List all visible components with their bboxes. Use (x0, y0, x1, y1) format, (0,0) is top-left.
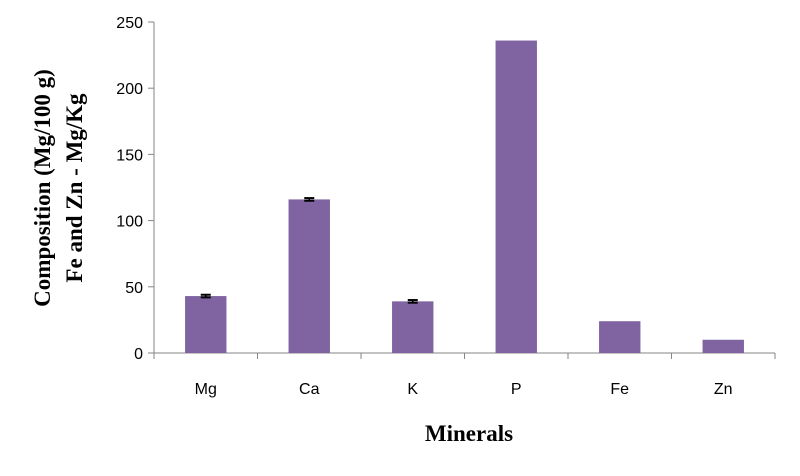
y-axis-title-line-1: Composition (Mg/100 g) (30, 69, 55, 307)
bar-k (392, 301, 434, 353)
y-tick-label: 50 (125, 280, 143, 297)
y-tick-label: 0 (134, 346, 143, 363)
y-axis-title-line-2: Fe and Zn - Mg/Kg (62, 93, 87, 283)
x-tick-label: Zn (714, 381, 733, 398)
bar-zn (702, 339, 744, 353)
x-tick-label: Fe (610, 381, 629, 398)
bar-p (495, 40, 537, 353)
y-ticks: 0 50 100 150 200 250 (116, 15, 154, 363)
y-tick-label: 200 (116, 81, 143, 98)
bar-ca (288, 199, 330, 353)
x-tick-label: Mg (195, 381, 217, 398)
bar-mg (185, 296, 227, 353)
y-tick-label: 150 (116, 147, 143, 164)
x-tick-label: K (407, 381, 418, 398)
bar-fe (599, 321, 641, 353)
y-tick-label: 250 (116, 15, 143, 32)
bars (185, 40, 744, 353)
error-bars (200, 197, 418, 304)
x-tick-label: Ca (299, 381, 320, 398)
x-ticks: Mg Ca K P Fe Zn (153, 353, 776, 398)
y-tick-label: 100 (116, 214, 143, 231)
plot-area: 0 50 100 150 200 250 Mg Ca K P Fe Zn (116, 15, 776, 398)
x-axis-title: Minerals (425, 421, 513, 446)
x-tick-label: P (511, 381, 522, 398)
